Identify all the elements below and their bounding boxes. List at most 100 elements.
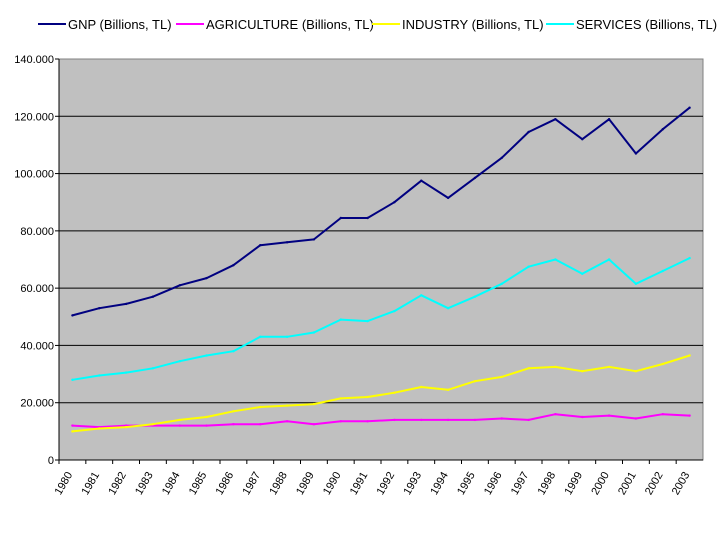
data-point (634, 152, 638, 155)
data-point (500, 375, 503, 379)
data-point (259, 405, 262, 409)
y-axis-ticks: 0 20.000 40.000 60.000 80.000 100.000 120.000 1… (14, 54, 60, 467)
x-tick-label: 1988 (267, 470, 290, 497)
x-tick-label: 1986 (214, 470, 237, 497)
legend-label: INDUSTRY (Billions, TL) (402, 17, 544, 32)
data-point (527, 367, 530, 370)
x-tick-label: 1980 (53, 470, 76, 497)
data-point (232, 423, 235, 426)
data-point (634, 417, 638, 420)
data-point (661, 413, 664, 416)
data-point (527, 265, 530, 268)
data-point (339, 420, 342, 423)
data-point (151, 367, 155, 370)
data-point (661, 128, 664, 131)
data-point (339, 216, 342, 220)
data-point (312, 331, 316, 334)
x-tick-label: 2003 (670, 470, 693, 497)
y-tick-label: 20.000 (20, 398, 54, 410)
series-line-4 (72, 257, 691, 381)
data-point (366, 216, 369, 220)
data-point (500, 282, 503, 285)
data-point (473, 176, 477, 180)
x-tick-label: 1989 (294, 470, 317, 497)
data-point (446, 388, 450, 391)
data-point (688, 106, 691, 109)
data-point (98, 374, 101, 377)
data-point (446, 418, 450, 422)
x-tick-label: 1985 (187, 470, 210, 497)
x-tick-label: 1987 (240, 470, 263, 497)
data-point (71, 378, 74, 381)
data-point (661, 362, 664, 366)
y-tick-label: 0 (48, 455, 54, 467)
data-point (71, 314, 74, 317)
data-point (205, 415, 208, 419)
data-point (178, 284, 181, 287)
data-point (446, 196, 450, 200)
x-tick-label: 1993 (401, 470, 424, 497)
data-point (259, 423, 262, 426)
gridlines (59, 115, 703, 404)
data-point (232, 350, 235, 353)
data-point (554, 118, 557, 121)
x-axis-ticks: 1980 1981 1982 1983 1984 1985 1986 1987 1988 1989… (53, 459, 703, 497)
data-point (178, 418, 181, 422)
data-point (473, 418, 477, 422)
data-point (607, 258, 611, 261)
y-tick-label: 80.000 (20, 226, 54, 238)
data-point (312, 423, 316, 426)
data-point (688, 256, 691, 260)
data-point (500, 156, 503, 159)
data-point (393, 391, 396, 394)
data-point (285, 420, 289, 423)
x-tick-label: 2002 (643, 470, 666, 497)
plot-area (58, 58, 704, 461)
data-point (339, 318, 342, 321)
data-point (393, 309, 396, 313)
data-point (124, 425, 128, 429)
data-point (285, 335, 289, 338)
data-point (527, 130, 530, 134)
data-point (500, 417, 503, 420)
data-point (607, 414, 611, 417)
data-point (312, 402, 316, 406)
data-point (98, 307, 101, 310)
data-point (366, 420, 369, 423)
data-point (151, 295, 155, 298)
data-point (393, 418, 396, 422)
data-point (420, 385, 423, 389)
data-point (178, 424, 181, 427)
series-line-1 (72, 106, 691, 317)
x-tick-label: 2000 (589, 470, 612, 497)
data-point (527, 418, 530, 422)
data-point (688, 354, 691, 357)
data-point (232, 410, 235, 413)
y-tick-label: 100.000 (14, 169, 54, 181)
data-point (473, 380, 477, 383)
series-line-2 (72, 413, 690, 429)
y-tick-label: 120.000 (14, 111, 54, 123)
data-point (420, 179, 423, 182)
data-point (607, 118, 611, 121)
data-point (446, 307, 450, 310)
data-point (151, 423, 155, 426)
data-point (688, 414, 691, 417)
data-point (205, 354, 208, 357)
x-tick-label: 1981 (79, 470, 102, 497)
x-tick-label: 1998 (536, 470, 559, 497)
data-point (205, 276, 208, 280)
data-point (339, 397, 342, 400)
data-point (366, 319, 369, 323)
data-point (71, 430, 74, 433)
legend-label: SERVICES (Billions, TL) (576, 17, 717, 32)
x-tick-label: 1984 (160, 470, 183, 497)
data-point (232, 264, 235, 267)
x-tick-label: 1995 (455, 470, 478, 497)
data-point (607, 365, 611, 369)
series-line-3 (72, 354, 690, 433)
data-point (71, 424, 74, 427)
y-tick-label: 140.000 (14, 54, 54, 66)
legend-label: AGRICULTURE (Billions, TL) (206, 17, 374, 32)
